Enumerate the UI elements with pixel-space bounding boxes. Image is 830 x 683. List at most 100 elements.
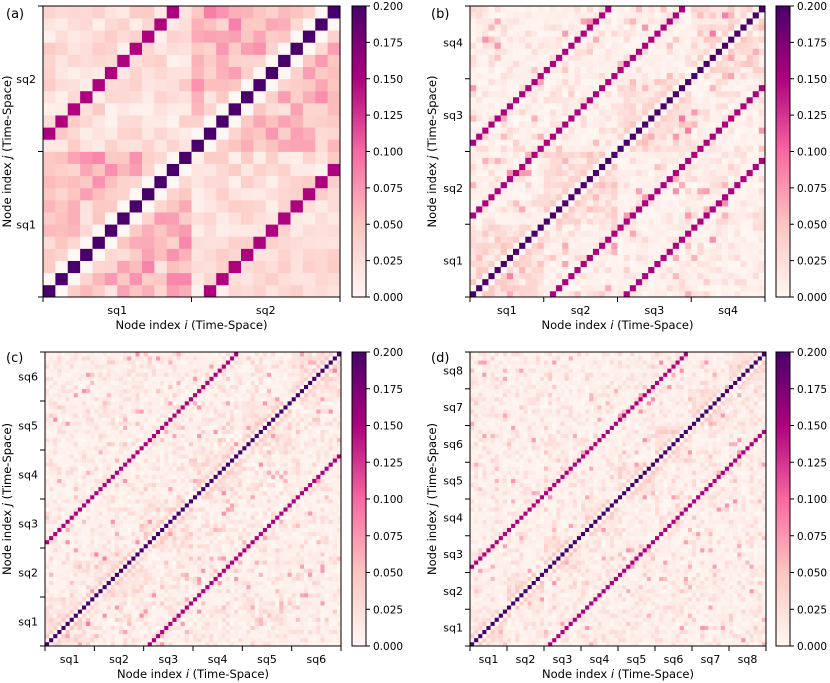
heatmap-cell [697,236,704,243]
heatmap-cell [629,54,637,61]
heatmap-cell [617,115,624,122]
heatmap-cell [611,242,618,249]
heatmap-cell [65,368,71,373]
heatmap-cell [611,127,618,134]
heatmap-cell [53,433,58,439]
heatmap-cell [635,163,643,171]
heatmap-cell [648,24,655,31]
heatmap-cell [642,290,649,298]
heatmap-cell [685,36,692,43]
heatmap-cell [61,556,66,561]
heatmap-cell [500,24,508,31]
heatmap-cell [599,78,606,86]
heatmap-cell [110,478,116,484]
heatmap-cell [147,511,153,516]
heatmap-cell [623,103,631,110]
heatmap-cell [131,413,136,418]
heatmap-cell [752,115,760,122]
heatmap-cell [302,42,316,55]
heatmap-cell [648,218,655,225]
heatmap-cell [114,417,120,422]
heatmap-cell [82,535,87,541]
heatmap-cell [758,236,766,243]
heatmap-cell [156,458,161,463]
heatmap-cell [482,90,489,98]
heatmap-cell [114,364,120,369]
heatmap-cell [482,30,489,37]
heatmap-cell [691,115,698,122]
heatmap-cell [98,503,103,508]
heatmap-cell [106,576,112,582]
heatmap-cell [709,78,717,86]
heatmap-cell [102,637,108,643]
heatmap-cell [648,230,655,237]
heatmap-cell [119,576,124,582]
heatmap-cell [143,413,149,418]
heatmap-cell [525,272,532,280]
heatmap-cell [166,248,180,261]
heatmap-cell [203,212,217,225]
heatmap-cell [90,474,95,479]
heatmap-cell [102,454,108,459]
heatmap-cell [147,568,153,573]
heatmap-cell [143,584,149,590]
heatmap-cell [506,42,514,49]
heatmap-cell [45,601,50,606]
heatmap-cell [94,523,99,528]
heatmap-cell [65,441,71,447]
heatmap-cell [110,450,116,455]
heatmap-cell [746,193,754,201]
heatmap-cell [92,18,106,31]
heatmap-cell [123,641,128,647]
heatmap-cell [43,90,56,104]
heatmap-cell [685,266,692,274]
heatmap-cell [549,157,557,164]
heatmap-cell [580,260,588,268]
heatmap-cell [53,556,58,561]
heatmap-cell [740,224,747,231]
heatmap-cell [531,200,538,207]
heatmap-cell [129,90,143,104]
heatmap-cell [114,352,120,357]
heatmap-cell [156,413,161,418]
heatmap-cell [506,36,514,43]
heatmap-cell [45,552,50,557]
heatmap-cell [82,478,87,484]
heatmap-cell [49,425,54,430]
heatmap-cell [129,66,143,80]
heatmap-cell [721,254,729,261]
heatmap-cell [611,139,618,146]
heatmap-cell [721,127,729,134]
heatmap-cell [110,519,116,524]
heatmap-cell [127,372,132,377]
heatmap-cell [114,445,120,451]
heatmap-cell [635,84,643,92]
heatmap-cell [94,588,99,594]
heatmap-cell [691,254,698,261]
heatmap-cell [61,539,66,545]
heatmap-cell [104,236,118,249]
heatmap-cell [86,560,91,565]
heatmap-cell [127,609,132,614]
heatmap-cell [228,115,242,128]
heatmap-cell [611,193,618,201]
heatmap-cell [114,433,120,439]
heatmap-cell [543,115,551,122]
heatmap-cell [728,236,735,243]
heatmap-cell [139,507,145,512]
heatmap-cell [721,206,729,213]
heatmap-cell [77,396,83,402]
heatmap-cell [470,260,477,268]
heatmap-cell [513,284,520,292]
heatmap-cell [94,368,99,373]
heatmap-cell [147,519,153,524]
heatmap-cell [327,224,341,237]
heatmap-cell [98,568,103,573]
heatmap-cell [77,356,83,361]
heatmap-cell [166,115,180,128]
heatmap-cell [114,413,120,418]
heatmap-cell [691,187,698,195]
heatmap-cell [728,96,735,104]
heatmap-cell [147,597,153,602]
heatmap-cell [82,462,87,467]
